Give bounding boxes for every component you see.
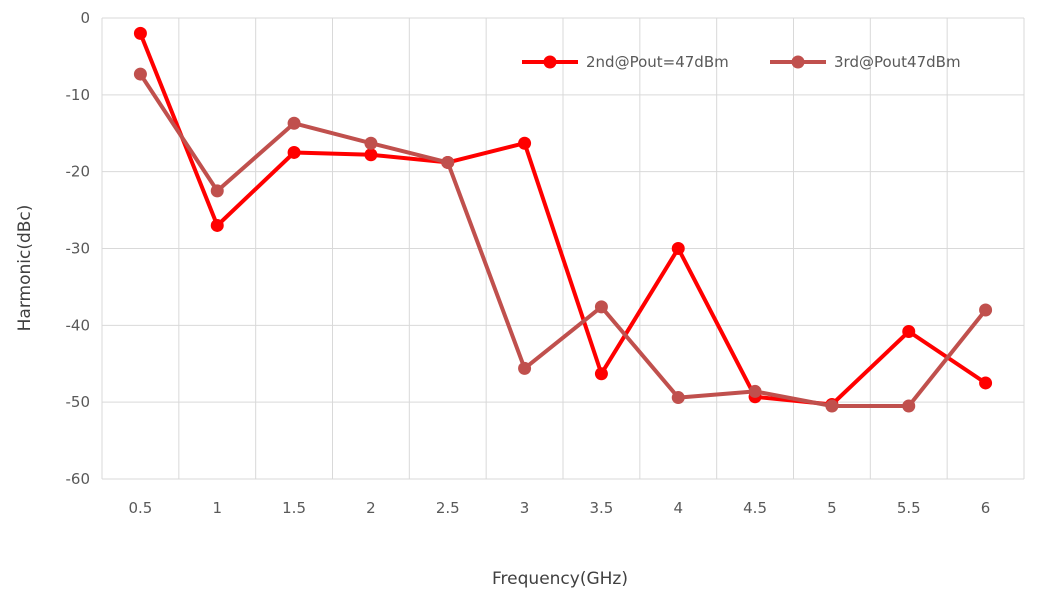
y-tick-label: -20 bbox=[66, 163, 91, 181]
legend-swatch-marker bbox=[791, 55, 805, 69]
x-tick-label: 0.5 bbox=[128, 499, 152, 517]
data-point bbox=[902, 324, 916, 338]
data-point bbox=[902, 399, 916, 413]
x-tick-label: 5.5 bbox=[897, 499, 921, 517]
series-line bbox=[138, 72, 988, 408]
data-point bbox=[825, 399, 839, 413]
legend-swatch-marker bbox=[543, 55, 557, 69]
x-tick-label: 5 bbox=[827, 499, 837, 517]
data-point bbox=[979, 376, 993, 390]
x-tick-label: 3 bbox=[520, 499, 530, 517]
data-point bbox=[671, 391, 685, 405]
data-point bbox=[594, 367, 608, 381]
y-tick-label: -40 bbox=[66, 316, 91, 334]
data-point bbox=[748, 384, 762, 398]
x-tick-label: 2 bbox=[366, 499, 376, 517]
data-point bbox=[210, 184, 224, 198]
y-axis-title: Harmonic(dBc) bbox=[15, 205, 35, 332]
x-tick-label: 4.5 bbox=[743, 499, 767, 517]
series-line bbox=[138, 31, 988, 407]
x-tick-label: 3.5 bbox=[589, 499, 613, 517]
y-tick-label: -50 bbox=[66, 393, 91, 411]
series bbox=[133, 26, 993, 413]
data-point bbox=[133, 26, 147, 40]
legend-label: 2nd@Pout=47dBm bbox=[586, 53, 729, 71]
y-tick-label: -60 bbox=[66, 470, 91, 488]
x-tick-label: 6 bbox=[981, 499, 991, 517]
data-point bbox=[133, 67, 147, 81]
y-tick-label: -30 bbox=[66, 240, 91, 258]
x-tick-label: 1.5 bbox=[282, 499, 306, 517]
data-point bbox=[287, 145, 301, 159]
x-axis-ticks: 0.5 1 1.5 2 2.5 3 3.5 4 4.5 5 5.5 6 bbox=[128, 499, 990, 517]
grid bbox=[101, 17, 1025, 480]
x-tick-label: 2.5 bbox=[436, 499, 460, 517]
x-tick-label: 1 bbox=[212, 499, 222, 517]
legend: 2nd@Pout=47dBm 3rd@Pout47dBm bbox=[522, 53, 961, 71]
data-point bbox=[364, 148, 378, 162]
data-point bbox=[210, 218, 224, 232]
x-axis-title: Frequency(GHz) bbox=[492, 569, 628, 589]
legend-label: 3rd@Pout47dBm bbox=[834, 53, 961, 71]
data-point bbox=[287, 116, 301, 130]
data-point bbox=[594, 300, 608, 314]
data-point bbox=[979, 303, 993, 317]
data-point bbox=[518, 361, 532, 375]
data-point bbox=[441, 155, 455, 169]
data-point bbox=[671, 242, 685, 255]
y-tick-label: 0 bbox=[80, 9, 90, 27]
data-point bbox=[518, 136, 532, 150]
x-tick-label: 4 bbox=[673, 499, 683, 517]
y-axis-ticks: 0 -10 -20 -30 -40 -50 -60 bbox=[66, 9, 91, 488]
y-tick-label: -10 bbox=[66, 86, 91, 104]
data-point bbox=[364, 136, 378, 150]
